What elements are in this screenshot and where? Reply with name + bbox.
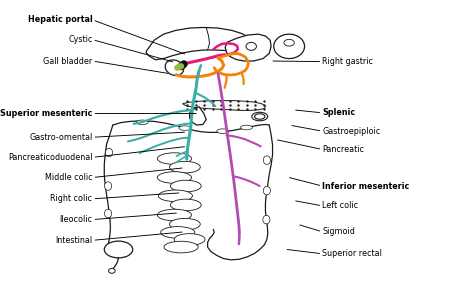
Ellipse shape bbox=[274, 34, 304, 59]
Ellipse shape bbox=[104, 241, 133, 258]
Text: Hepatic portal: Hepatic portal bbox=[27, 15, 92, 24]
Ellipse shape bbox=[174, 234, 205, 245]
Ellipse shape bbox=[252, 112, 268, 121]
Ellipse shape bbox=[164, 241, 198, 253]
Text: Left colic: Left colic bbox=[322, 201, 358, 210]
Ellipse shape bbox=[104, 209, 112, 218]
Text: Inferior mesenteric: Inferior mesenteric bbox=[322, 181, 410, 191]
Ellipse shape bbox=[263, 186, 270, 195]
Text: Intestinal: Intestinal bbox=[55, 236, 92, 245]
Ellipse shape bbox=[109, 268, 115, 273]
Ellipse shape bbox=[179, 126, 191, 131]
Ellipse shape bbox=[217, 129, 229, 134]
Ellipse shape bbox=[171, 199, 201, 211]
Text: Gastroepiploic: Gastroepiploic bbox=[322, 127, 381, 136]
Text: Gastro-omental: Gastro-omental bbox=[29, 133, 92, 142]
Ellipse shape bbox=[263, 215, 270, 224]
Text: Right gastric: Right gastric bbox=[322, 57, 374, 66]
Text: Ileocolic: Ileocolic bbox=[59, 215, 92, 224]
Text: Gall bladder: Gall bladder bbox=[43, 56, 92, 66]
Polygon shape bbox=[146, 27, 251, 60]
Text: Right colic: Right colic bbox=[50, 194, 92, 203]
Ellipse shape bbox=[158, 190, 192, 202]
Text: Splenic: Splenic bbox=[322, 108, 356, 117]
Ellipse shape bbox=[170, 218, 200, 230]
Ellipse shape bbox=[284, 39, 294, 46]
Ellipse shape bbox=[136, 120, 148, 124]
Ellipse shape bbox=[161, 227, 195, 238]
Ellipse shape bbox=[157, 153, 191, 164]
Text: Cystic: Cystic bbox=[68, 35, 92, 44]
Ellipse shape bbox=[170, 161, 200, 173]
Ellipse shape bbox=[105, 148, 113, 157]
Text: Pancreaticoduodenal: Pancreaticoduodenal bbox=[8, 153, 92, 162]
Ellipse shape bbox=[157, 172, 191, 183]
Ellipse shape bbox=[263, 156, 270, 164]
Ellipse shape bbox=[165, 60, 184, 76]
Polygon shape bbox=[182, 101, 265, 110]
Ellipse shape bbox=[157, 209, 191, 221]
Text: Superior mesenteric: Superior mesenteric bbox=[0, 109, 92, 118]
Ellipse shape bbox=[104, 182, 112, 190]
Ellipse shape bbox=[246, 42, 256, 50]
Polygon shape bbox=[190, 107, 206, 125]
Ellipse shape bbox=[171, 180, 201, 192]
Ellipse shape bbox=[240, 125, 252, 130]
Text: Middle colic: Middle colic bbox=[45, 173, 92, 182]
Ellipse shape bbox=[255, 114, 265, 119]
Text: Superior rectal: Superior rectal bbox=[322, 249, 382, 258]
Text: Pancreatic: Pancreatic bbox=[322, 145, 365, 154]
Text: Sigmoid: Sigmoid bbox=[322, 227, 355, 236]
Polygon shape bbox=[225, 34, 271, 61]
